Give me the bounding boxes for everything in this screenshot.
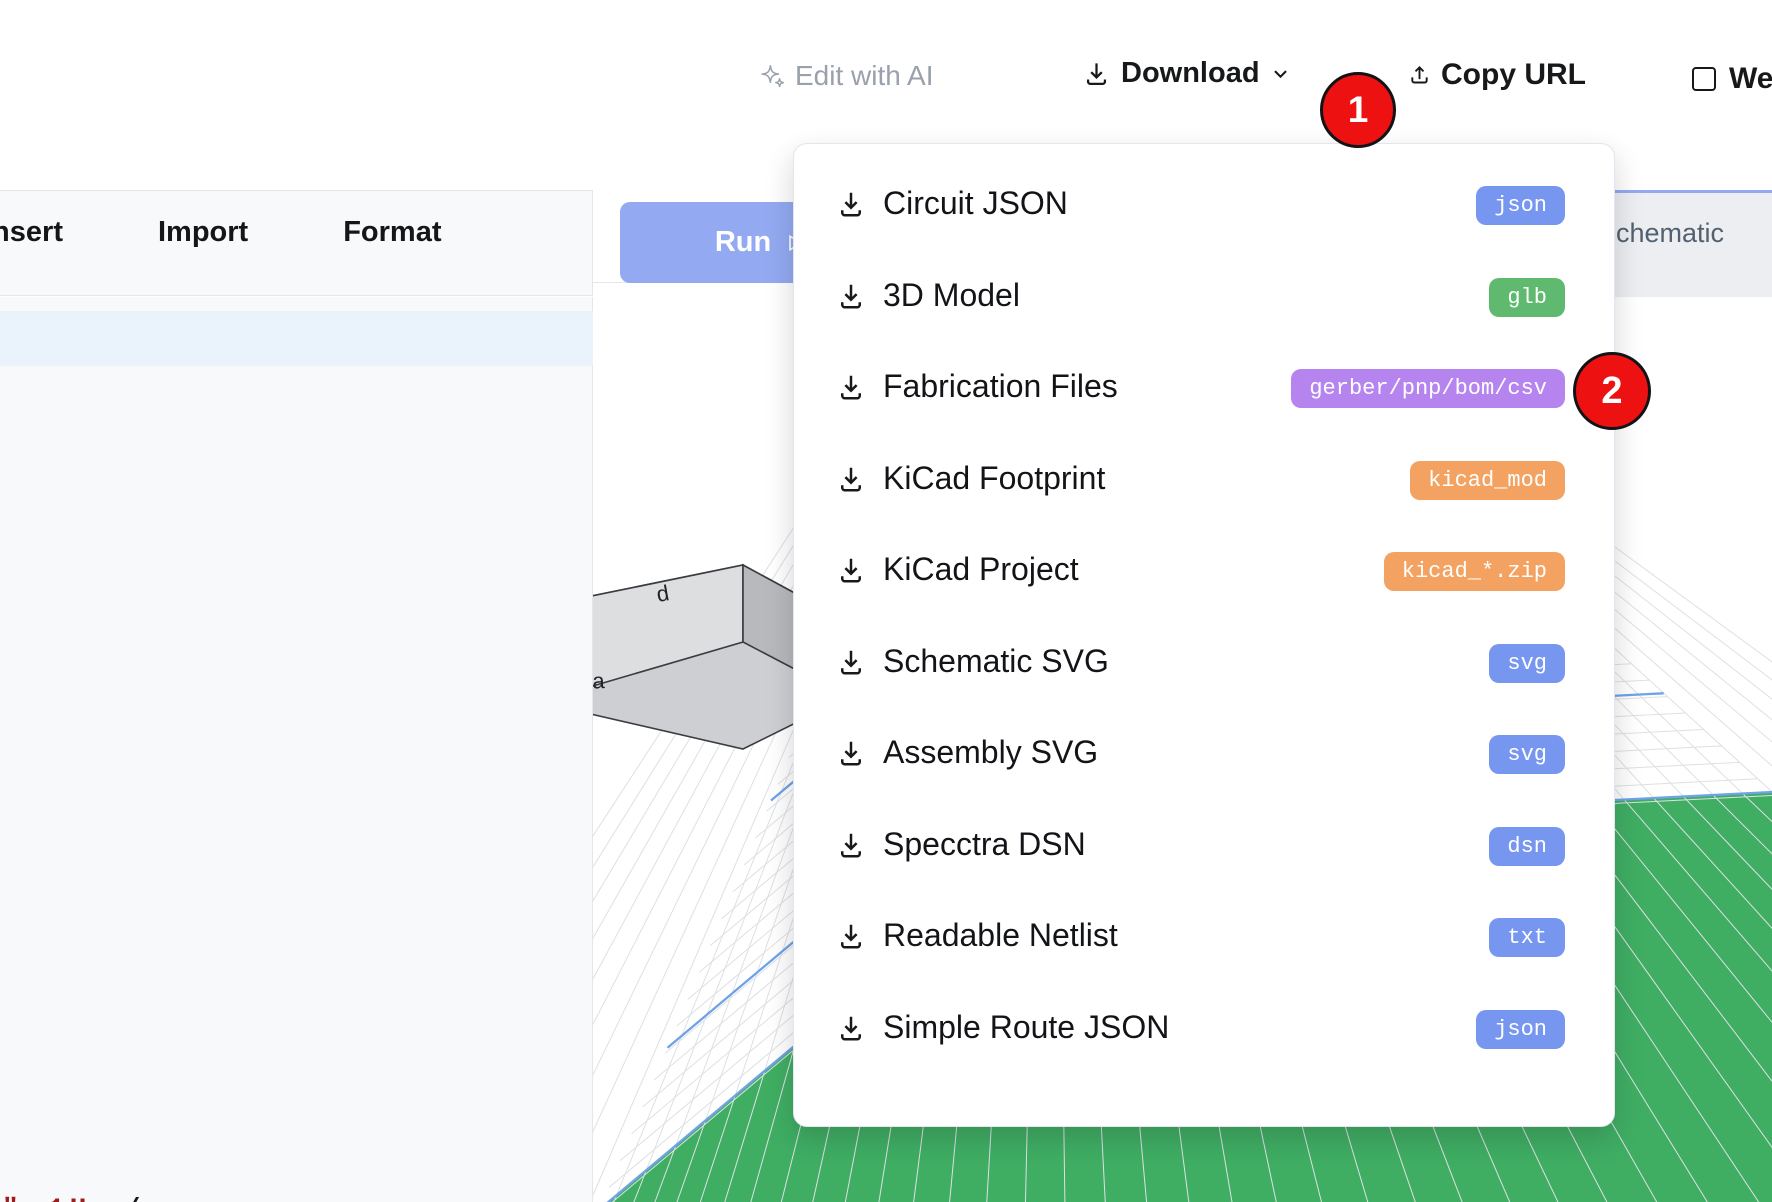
svg-text:Ba: Ba [593, 668, 606, 694]
